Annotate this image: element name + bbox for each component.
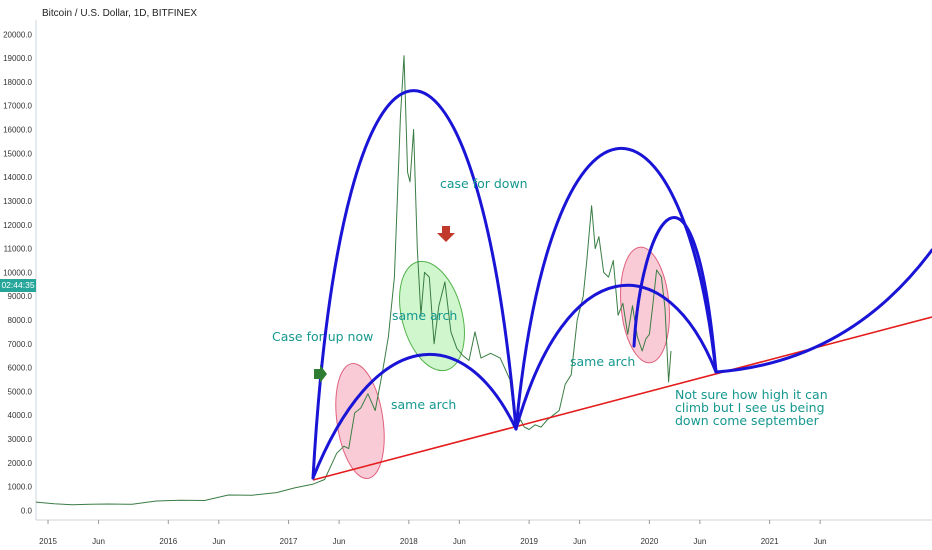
y-tick-label: 0.0 — [21, 506, 33, 515]
y-tick-label: 14000.0 — [3, 173, 32, 182]
y-tick-label: 3000.0 — [8, 435, 33, 444]
current-time-label: 02:44:35 — [0, 279, 36, 292]
y-tick-label: 4000.0 — [8, 411, 33, 420]
projection-curve — [714, 248, 932, 374]
y-tick-label: 13000.0 — [3, 197, 32, 206]
highlight-ellipse-2017 — [335, 362, 385, 480]
y-tick-label: 7000.0 — [8, 340, 33, 349]
y-tick-label: 5000.0 — [8, 387, 33, 396]
x-tick-label: 2020 — [640, 537, 658, 546]
x-tick-label: 2018 — [400, 537, 418, 546]
same-arch-annotation-2: same arch — [391, 397, 457, 412]
y-tick-label: 6000.0 — [8, 364, 33, 373]
x-tick-label: 2015 — [39, 537, 57, 546]
x-tick-label: 2019 — [520, 537, 538, 546]
y-tick-label: 17000.0 — [3, 102, 32, 111]
same-arch-annotation-1: same arch — [392, 308, 458, 323]
y-tick-label: 15000.0 — [3, 149, 32, 158]
big-arch-2017 — [311, 89, 518, 480]
x-tick-label: Jun — [814, 537, 827, 546]
y-tick-label: 2000.0 — [8, 459, 33, 468]
x-tick-label: 2016 — [159, 537, 177, 546]
outlook-note-annotation: Not sure how high it can climb but I see… — [675, 387, 828, 428]
case-down-annotation: case for down — [440, 176, 528, 191]
x-tick-label: Jun — [333, 537, 346, 546]
y-tick-label: 12000.0 — [3, 221, 32, 230]
y-tick-label: 19000.0 — [3, 54, 32, 63]
chart-title: Bitcoin / U.S. Dollar, 1D, BITFINEX — [42, 8, 198, 19]
y-tick-label: 20000.0 — [3, 30, 32, 39]
x-tick-label: Jun — [453, 537, 466, 546]
big-arch-2019 — [514, 146, 718, 431]
case-up-annotation: Case for up now — [272, 329, 374, 344]
y-tick-label: 8000.0 — [8, 316, 33, 325]
small-arch-2017 — [311, 352, 518, 480]
x-tick-label: 2021 — [761, 537, 779, 546]
x-tick-label: Jun — [92, 537, 105, 546]
small-arch-2019 — [514, 283, 718, 431]
x-tick-label: Jun — [693, 537, 706, 546]
y-tick-label: 9000.0 — [8, 292, 33, 301]
y-tick-label: 16000.0 — [3, 126, 32, 135]
y-tick-label: 18000.0 — [3, 78, 32, 87]
mini-arch-2020 — [632, 216, 718, 374]
down-arrow-icon — [437, 226, 455, 242]
x-tick-label: Jun — [212, 537, 225, 546]
support-trendline — [312, 316, 932, 481]
y-tick-label: 10000.0 — [3, 268, 32, 277]
y-tick-label: 1000.0 — [8, 483, 33, 492]
same-arch-annotation-3: same arch — [570, 354, 636, 369]
x-tick-label: 2017 — [280, 537, 298, 546]
x-tick-label: Jun — [573, 537, 586, 546]
up-arrow-icon — [314, 365, 327, 383]
y-tick-label: 11000.0 — [4, 245, 33, 254]
